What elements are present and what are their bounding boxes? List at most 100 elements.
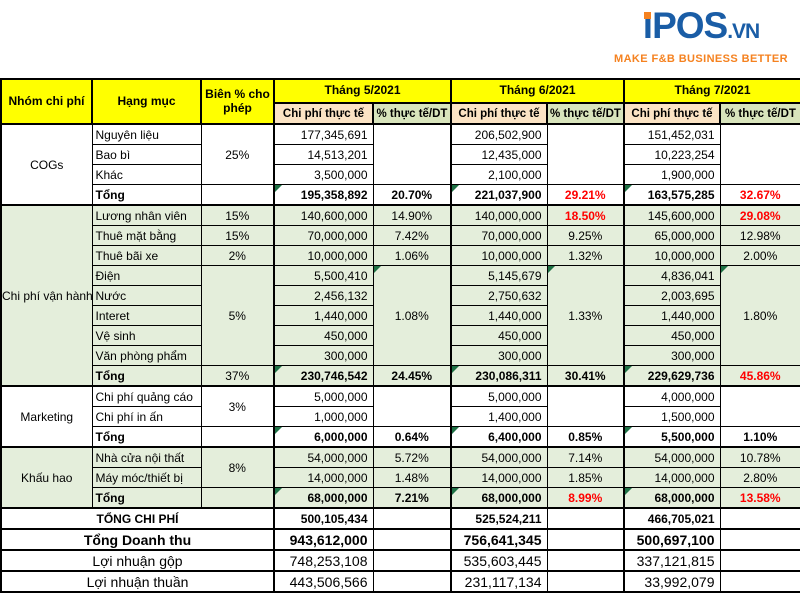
- pct-cell[interactable]: 13.58%: [719, 487, 800, 509]
- value-cell[interactable]: 943,612,000: [273, 528, 374, 551]
- margin-cell[interactable]: 15%: [200, 225, 275, 246]
- value-cell[interactable]: 1,900,000: [623, 164, 721, 185]
- pct-cell[interactable]: [719, 549, 800, 572]
- pct-cell[interactable]: 14.90%: [372, 204, 452, 226]
- margin-cell[interactable]: 2%: [200, 245, 275, 266]
- pct-cell[interactable]: 1.85%: [546, 467, 625, 488]
- pct-cell[interactable]: [372, 570, 452, 593]
- margin-cell[interactable]: [200, 184, 275, 206]
- pct-cell[interactable]: [719, 528, 800, 551]
- pct-cell[interactable]: 29.21%: [546, 184, 625, 206]
- pct-cell[interactable]: 45.86%: [719, 365, 800, 387]
- row-label[interactable]: Tổng: [91, 487, 202, 509]
- summary-label[interactable]: Tổng Doanh thu: [0, 528, 275, 551]
- pct-cell[interactable]: [372, 385, 452, 427]
- pct-cell[interactable]: [372, 528, 452, 551]
- value-cell[interactable]: 206,502,900: [450, 123, 548, 145]
- value-cell[interactable]: 466,705,021: [623, 507, 721, 530]
- value-cell[interactable]: 450,000: [450, 325, 548, 346]
- month-header-6-2021[interactable]: Tháng 6/2021: [450, 78, 625, 104]
- value-cell[interactable]: 163,575,285: [623, 184, 721, 206]
- pct-cell[interactable]: 30.41%: [546, 365, 625, 387]
- value-cell[interactable]: 1,440,000: [623, 305, 721, 326]
- header-bien-pct[interactable]: Biên % cho phép: [200, 78, 275, 125]
- value-cell[interactable]: 525,524,211: [450, 507, 548, 530]
- value-cell[interactable]: 5,145,679: [450, 265, 548, 286]
- row-label[interactable]: Nước: [91, 285, 202, 306]
- value-cell[interactable]: 2,100,000: [450, 164, 548, 185]
- month-header-5-2021[interactable]: Tháng 5/2021: [273, 78, 452, 104]
- value-cell[interactable]: 2,003,695: [623, 285, 721, 306]
- pct-cell[interactable]: 2.00%: [719, 245, 800, 266]
- subheader-cost-6[interactable]: Chi phí thực tế: [450, 102, 548, 125]
- value-cell[interactable]: 748,253,108: [273, 549, 374, 572]
- pct-cell[interactable]: 7.14%: [546, 446, 625, 468]
- subheader-cost-5[interactable]: Chi phí thực tế: [273, 102, 374, 125]
- row-label[interactable]: Nguyên liệu: [91, 123, 202, 145]
- value-cell[interactable]: 221,037,900: [450, 184, 548, 206]
- value-cell[interactable]: 231,117,134: [450, 570, 548, 593]
- value-cell[interactable]: 500,105,434: [273, 507, 374, 530]
- pct-cell[interactable]: 7.42%: [372, 225, 452, 246]
- value-cell[interactable]: 12,435,000: [450, 144, 548, 165]
- value-cell[interactable]: 195,358,892: [273, 184, 374, 206]
- pct-cell[interactable]: 18.50%: [546, 204, 625, 226]
- pct-cell[interactable]: [546, 570, 625, 593]
- value-cell[interactable]: 14,000,000: [273, 467, 374, 488]
- pct-cell[interactable]: 1.48%: [372, 467, 452, 488]
- pct-cell[interactable]: [719, 385, 800, 427]
- value-cell[interactable]: 10,000,000: [623, 245, 721, 266]
- pct-cell[interactable]: 29.08%: [719, 204, 800, 226]
- pct-cell[interactable]: [546, 123, 625, 185]
- margin-cell[interactable]: 15%: [200, 204, 275, 226]
- margin-cell[interactable]: [200, 426, 275, 448]
- subheader-cost-7[interactable]: Chi phí thực tế: [623, 102, 721, 125]
- pct-cell[interactable]: [546, 549, 625, 572]
- row-label[interactable]: Nhà cửa nội thất: [91, 446, 202, 468]
- summary-label[interactable]: Lợi nhuận gộp: [0, 549, 275, 572]
- value-cell[interactable]: 300,000: [273, 345, 374, 366]
- month-header-7-2021[interactable]: Tháng 7/2021: [623, 78, 800, 104]
- pct-cell[interactable]: 1.80%: [719, 265, 800, 366]
- value-cell[interactable]: 6,400,000: [450, 426, 548, 448]
- value-cell[interactable]: 54,000,000: [273, 446, 374, 468]
- value-cell[interactable]: 6,000,000: [273, 426, 374, 448]
- pct-cell[interactable]: 0.64%: [372, 426, 452, 448]
- value-cell[interactable]: 10,000,000: [450, 245, 548, 266]
- value-cell[interactable]: 1,440,000: [273, 305, 374, 326]
- value-cell[interactable]: 14,513,201: [273, 144, 374, 165]
- pct-cell[interactable]: [719, 123, 800, 185]
- margin-cell[interactable]: 8%: [200, 446, 275, 488]
- row-label[interactable]: Tổng: [91, 426, 202, 448]
- margin-cell[interactable]: 37%: [200, 365, 275, 387]
- row-label[interactable]: Lương nhân viên: [91, 204, 202, 226]
- row-label[interactable]: Máy móc/thiết bị: [91, 467, 202, 488]
- value-cell[interactable]: 54,000,000: [450, 446, 548, 468]
- value-cell[interactable]: 535,603,445: [450, 549, 548, 572]
- value-cell[interactable]: 1,000,000: [273, 406, 374, 427]
- row-label[interactable]: Chi phí in ấn: [91, 406, 202, 427]
- pct-cell[interactable]: 1.10%: [719, 426, 800, 448]
- pct-cell[interactable]: [546, 385, 625, 427]
- pct-cell[interactable]: 24.45%: [372, 365, 452, 387]
- margin-cell[interactable]: [200, 487, 275, 509]
- row-label[interactable]: Thuê bãi xe: [91, 245, 202, 266]
- value-cell[interactable]: 756,641,345: [450, 528, 548, 551]
- row-label[interactable]: Tổng: [91, 184, 202, 206]
- value-cell[interactable]: 10,000,000: [273, 245, 374, 266]
- pct-cell[interactable]: 9.25%: [546, 225, 625, 246]
- value-cell[interactable]: 5,500,410: [273, 265, 374, 286]
- value-cell[interactable]: 68,000,000: [450, 487, 548, 509]
- pct-cell[interactable]: 5.72%: [372, 446, 452, 468]
- group-label-van-hanh[interactable]: Chi phí vận hành: [0, 204, 93, 387]
- margin-cell[interactable]: 5%: [200, 265, 275, 366]
- pct-cell[interactable]: [372, 549, 452, 572]
- value-cell[interactable]: 5,000,000: [450, 385, 548, 407]
- group-label-cogs[interactable]: COGs: [0, 123, 93, 206]
- pct-cell[interactable]: 20.70%: [372, 184, 452, 206]
- row-label[interactable]: Bao bì: [91, 144, 202, 165]
- pct-cell[interactable]: 0.85%: [546, 426, 625, 448]
- pct-cell[interactable]: 32.67%: [719, 184, 800, 206]
- row-label[interactable]: Khác: [91, 164, 202, 185]
- pct-cell[interactable]: 1.33%: [546, 265, 625, 366]
